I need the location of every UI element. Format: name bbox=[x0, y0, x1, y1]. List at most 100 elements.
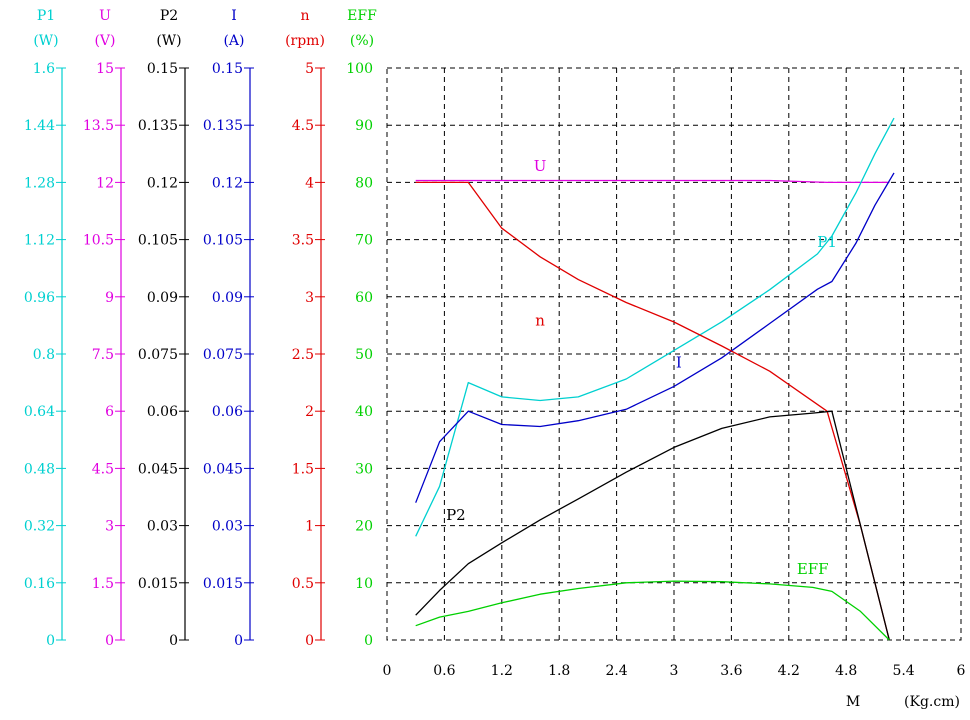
x-tick-label: 1.2 bbox=[491, 663, 513, 679]
y-tick-label: 0.135 bbox=[138, 118, 178, 134]
y-tick-label: 7.5 bbox=[92, 347, 114, 363]
y-tick-label: 4.5 bbox=[92, 461, 114, 477]
y-tick-label: 1.5 bbox=[292, 461, 314, 477]
y-axes: 00.160.320.480.640.80.961.121.281.441.6P… bbox=[24, 8, 377, 649]
y-tick-label: 1.28 bbox=[24, 175, 55, 191]
x-tick-label: 1.8 bbox=[548, 663, 570, 679]
y-tick-label: 15 bbox=[96, 61, 114, 77]
x-axis-label: M bbox=[846, 694, 860, 710]
y-tick-label: 9 bbox=[105, 290, 114, 306]
y-tick-label: 12 bbox=[96, 175, 114, 191]
y-tick-label: 20 bbox=[355, 519, 373, 535]
y-tick-label: 0.045 bbox=[138, 461, 178, 477]
y-tick-label: 0.135 bbox=[203, 118, 243, 134]
y-axis-n: 0 0.5 1 1.5 2 2.5 3 3.5 4 4.5 5 n (rpm) bbox=[285, 8, 325, 649]
y-axis-unit: (W) bbox=[156, 33, 181, 49]
y-tick-label: 30 bbox=[355, 461, 373, 477]
y-tick-label: 0.09 bbox=[212, 290, 243, 306]
y-tick-label: 13.5 bbox=[83, 118, 114, 134]
y-tick-label: 0.015 bbox=[138, 576, 178, 592]
y-tick-label: 2.5 bbox=[292, 347, 314, 363]
y-axis-unit: (%) bbox=[350, 33, 374, 49]
y-tick-label: 0.48 bbox=[24, 461, 55, 477]
x-tick-label: 0.6 bbox=[433, 663, 455, 679]
x-axis-unit: (Kg.cm) bbox=[904, 694, 960, 710]
x-tick-label: 4.2 bbox=[778, 663, 800, 679]
y-tick-label: 0 bbox=[105, 633, 114, 649]
x-tick-label: 5.4 bbox=[892, 663, 914, 679]
y-tick-label: 1.5 bbox=[92, 576, 114, 592]
x-tick-label: 3.6 bbox=[720, 663, 742, 679]
y-tick-label: 0.015 bbox=[203, 576, 243, 592]
x-tick-label: 0 bbox=[383, 663, 392, 679]
y-tick-label: 0.03 bbox=[147, 519, 178, 535]
y-axis-unit: (W) bbox=[33, 33, 58, 49]
series-label-p2: P2 bbox=[446, 506, 466, 524]
y-axis-name: P1 bbox=[37, 8, 55, 24]
series-label-p1: P1 bbox=[817, 233, 837, 251]
y-axis-unit: (A) bbox=[223, 33, 244, 49]
y-axis-unit: (V) bbox=[94, 33, 115, 49]
y-tick-label: 0.8 bbox=[33, 347, 55, 363]
y-tick-label: 1.44 bbox=[24, 118, 55, 134]
y-tick-label: 0.105 bbox=[203, 233, 243, 249]
y-tick-label: 40 bbox=[355, 404, 373, 420]
series-label-n: n bbox=[535, 311, 545, 329]
y-tick-label: 3.5 bbox=[292, 233, 314, 249]
y-tick-label: 0 bbox=[234, 633, 243, 649]
y-tick-label: 0 bbox=[169, 633, 178, 649]
y-axis-unit: (rpm) bbox=[285, 33, 325, 49]
y-axis-name: U bbox=[99, 8, 111, 24]
y-tick-label: 0.03 bbox=[212, 519, 243, 535]
y-tick-label: 0.96 bbox=[24, 290, 55, 306]
series-label-u: U bbox=[534, 157, 547, 175]
y-axis-name: n bbox=[300, 8, 309, 24]
y-tick-label: 3 bbox=[105, 519, 114, 535]
y-tick-label: 60 bbox=[355, 290, 373, 306]
y-axis-p2: 00.0150.030.0450.060.0750.090.1050.120.1… bbox=[138, 8, 189, 649]
y-tick-label: 0.12 bbox=[147, 175, 178, 191]
y-tick-label: 0.075 bbox=[138, 347, 178, 363]
x-tick-label: 2.4 bbox=[605, 663, 627, 679]
y-tick-label: 70 bbox=[355, 233, 373, 249]
y-tick-label: 0.5 bbox=[292, 576, 314, 592]
x-tick-label: 4.8 bbox=[835, 663, 857, 679]
y-tick-label: 0.15 bbox=[212, 61, 243, 77]
y-tick-label: 4 bbox=[305, 175, 314, 191]
y-tick-label: 10.5 bbox=[83, 233, 114, 249]
y-tick-label: 0.12 bbox=[212, 175, 243, 191]
y-tick-label: 5 bbox=[305, 61, 314, 77]
y-axis-i: 0 0.015 0.03 0.045 0.06 0.075 0.09 0.105 0.12 0.1… bbox=[203, 8, 254, 649]
y-tick-label: 90 bbox=[355, 118, 373, 134]
y-tick-label: 0 bbox=[305, 633, 314, 649]
y-tick-label: 10 bbox=[355, 576, 373, 592]
series-line-eff bbox=[416, 581, 890, 640]
series-label-i: I bbox=[676, 353, 682, 371]
y-tick-label: 2 bbox=[305, 404, 314, 420]
y-tick-label: 0.075 bbox=[203, 347, 243, 363]
y-tick-label: 100 bbox=[346, 61, 373, 77]
y-tick-label: 1 bbox=[305, 519, 314, 535]
y-tick-label: 1.6 bbox=[33, 61, 55, 77]
series-line-i bbox=[416, 173, 894, 503]
y-tick-label: 80 bbox=[355, 175, 373, 191]
y-tick-label: 1.12 bbox=[24, 233, 55, 249]
x-tick-label: 6 bbox=[957, 663, 966, 679]
y-axis-name: EFF bbox=[347, 8, 377, 24]
y-tick-label: 0.09 bbox=[147, 290, 178, 306]
y-tick-label: 0.06 bbox=[212, 404, 243, 420]
y-axis-p1: 00.160.320.480.640.80.961.121.281.441.6P… bbox=[24, 8, 66, 649]
y-tick-label: 0 bbox=[46, 633, 55, 649]
y-tick-label: 0.64 bbox=[24, 404, 55, 420]
y-tick-label: 0.06 bbox=[147, 404, 178, 420]
y-tick-label: 0.045 bbox=[203, 461, 243, 477]
y-tick-label: 4.5 bbox=[292, 118, 314, 134]
y-tick-label: 3 bbox=[305, 290, 314, 306]
y-tick-label: 0.16 bbox=[24, 576, 55, 592]
